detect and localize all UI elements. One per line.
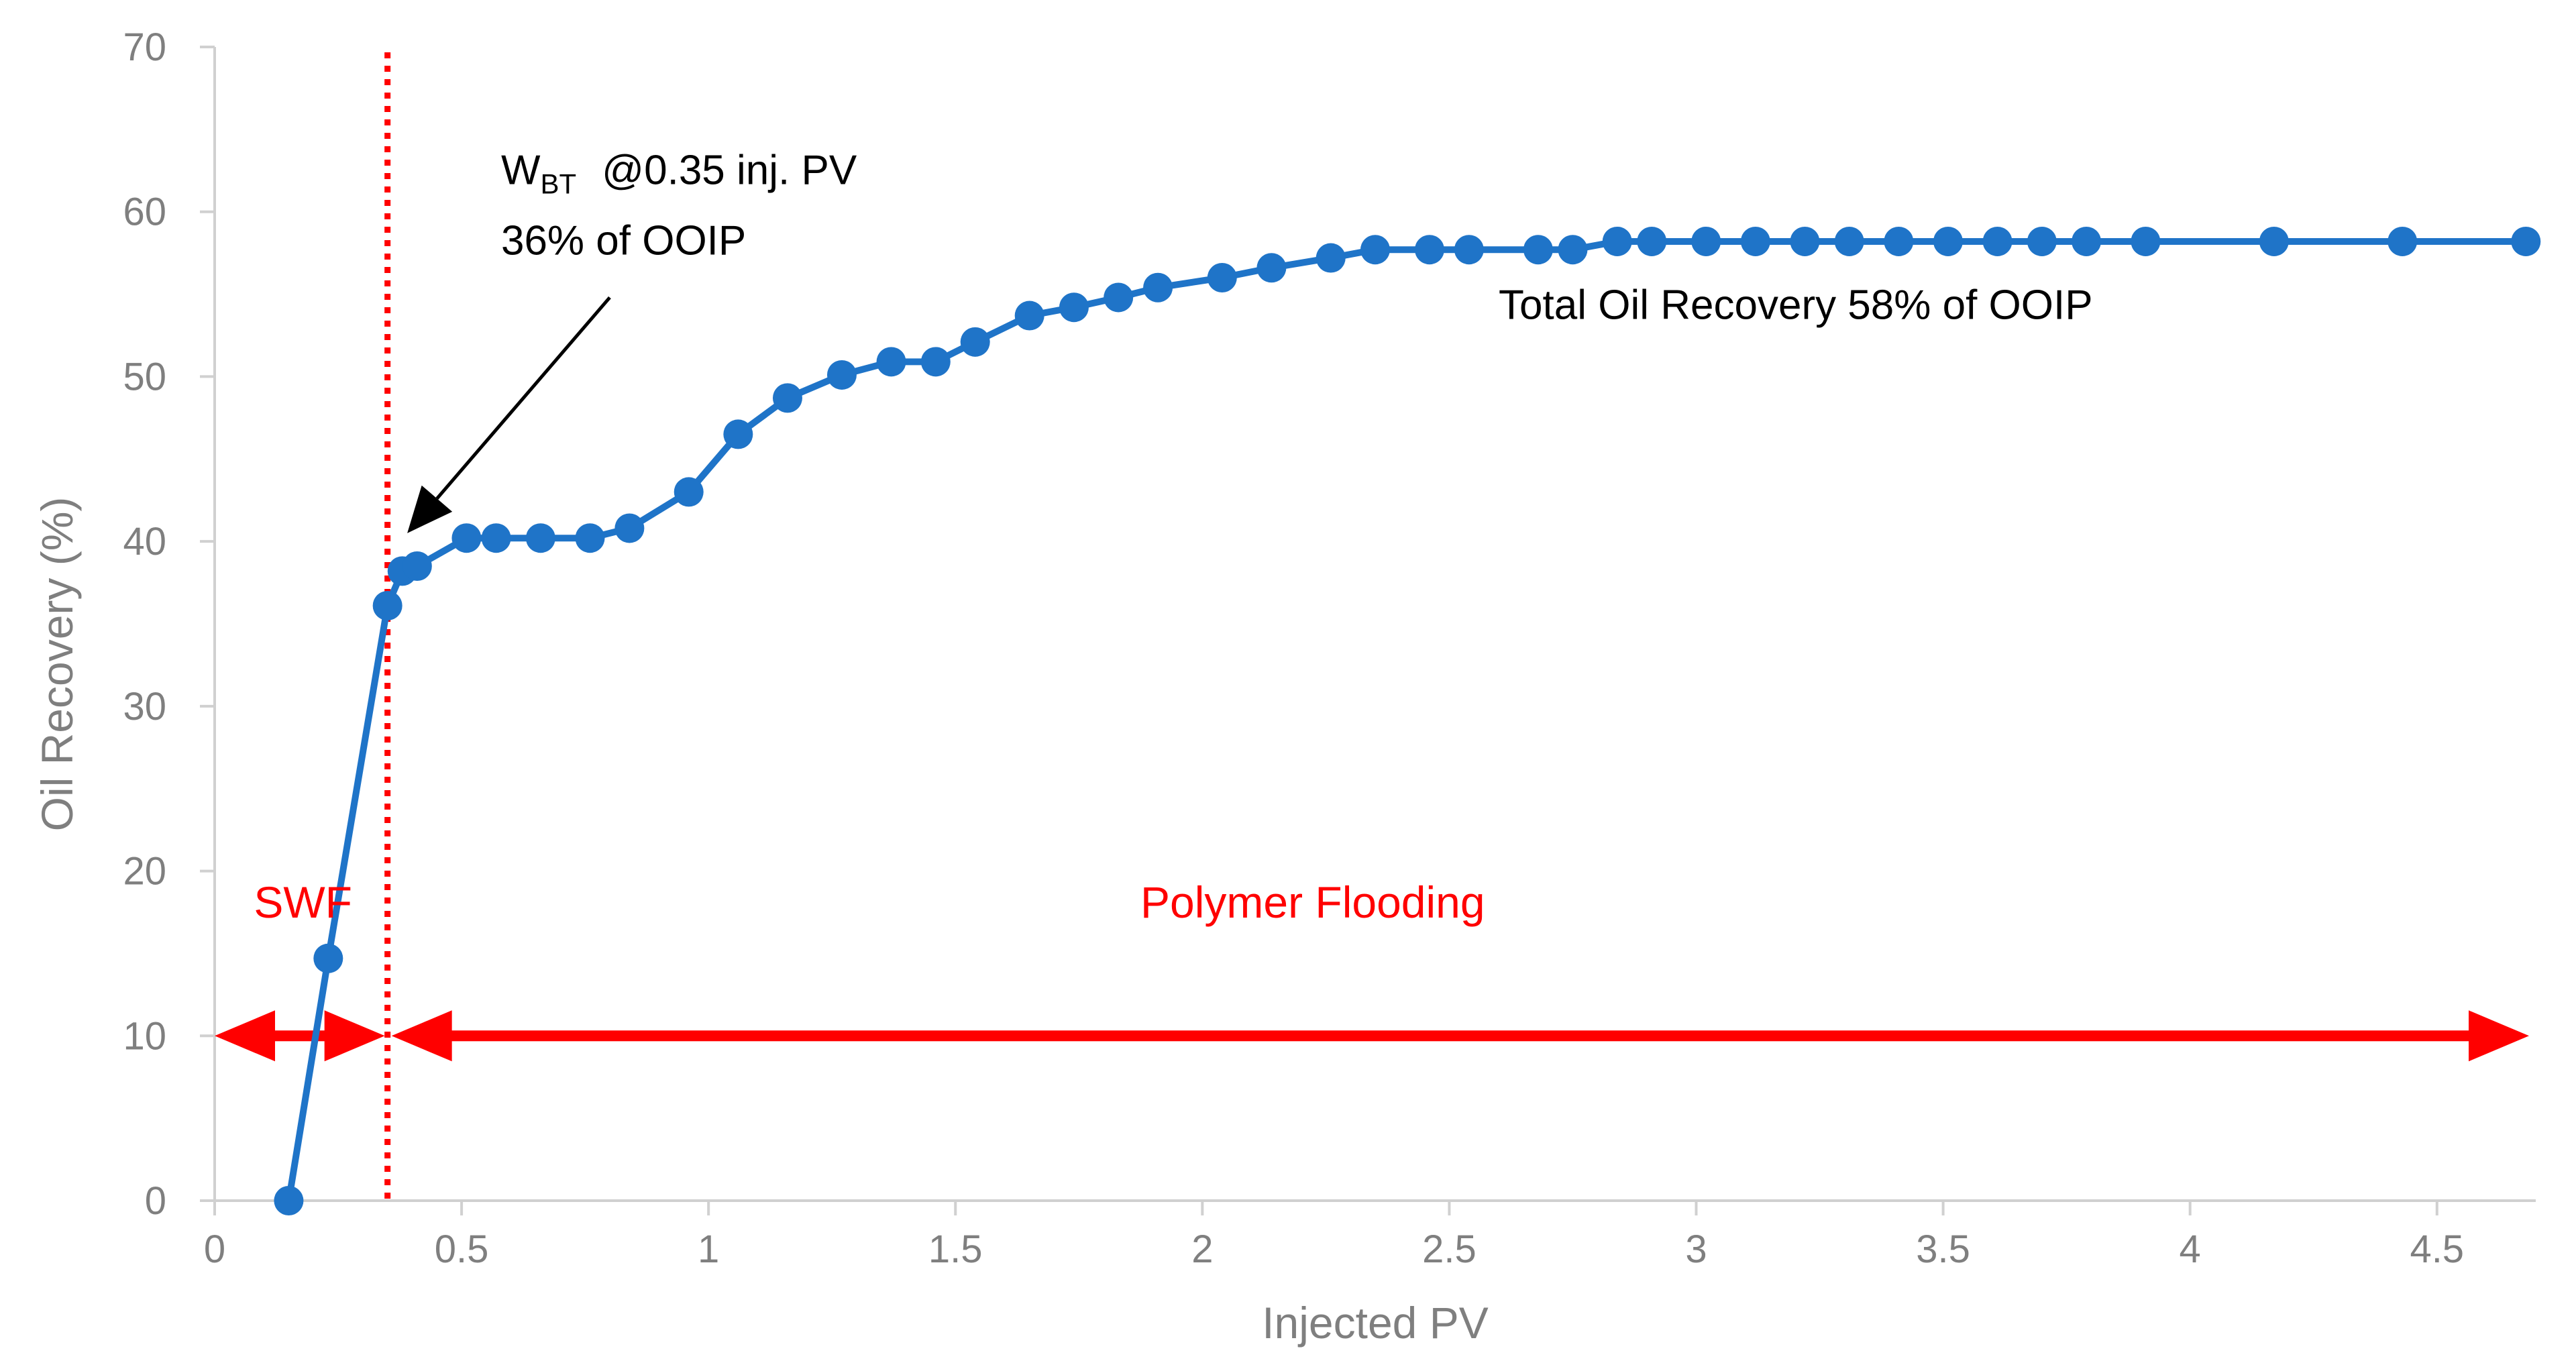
data-point (1523, 235, 1553, 265)
data-point (1740, 226, 1770, 256)
y-tick-label: 40 (123, 520, 166, 563)
wbt-annotation-line2: 36% of OOIP (501, 217, 746, 264)
data-point (674, 477, 704, 507)
y-tick-label: 60 (123, 190, 166, 234)
x-tick-label: 0.5 (435, 1227, 489, 1271)
data-point (402, 551, 432, 581)
data-point (1454, 235, 1484, 265)
data-point (1691, 226, 1721, 256)
y-tick-label: 50 (123, 355, 166, 398)
wbt-arrow-head (407, 485, 453, 533)
data-point (2387, 226, 2418, 256)
wbt-annotation: WBT @0.35 inj. PV (501, 147, 857, 199)
x-tick-label: 1.5 (928, 1227, 983, 1271)
data-point (826, 360, 857, 390)
series-line (285, 237, 2526, 1201)
y-tick-label: 0 (145, 1179, 166, 1223)
data-point (1207, 263, 1237, 292)
x-tick-label: 4 (2180, 1227, 2201, 1271)
data-point (1360, 235, 1390, 265)
polymer-flooding-range-arrow-shaft (449, 1030, 2471, 1042)
x-tick-label: 3.5 (1916, 1227, 1970, 1271)
polymer-flooding-range-arrow (391, 1010, 2529, 1062)
data-point (1602, 226, 1632, 256)
y-tick-label: 20 (123, 850, 166, 893)
data-point (1834, 226, 1864, 256)
y-tick-label: 30 (123, 685, 166, 728)
data-point (372, 590, 402, 620)
x-tick-label: 2 (1191, 1227, 1213, 1271)
data-point (2131, 226, 2161, 256)
wbt-subscript: BT (541, 168, 577, 199)
data-point (2027, 226, 2057, 256)
data-point (1558, 235, 1588, 265)
y-tick-label: 70 (123, 25, 166, 69)
annotations: WBT @0.35 inj. PV 36% of OOIP Total Oil R… (254, 147, 2092, 927)
data-point (1414, 235, 1444, 265)
swf-range-arrow-right-head (324, 1010, 385, 1062)
wbt-rest: @0.35 inj. PV (602, 147, 857, 193)
data-point (920, 347, 951, 377)
data-point (1637, 226, 1667, 256)
wbt-main: W (501, 147, 541, 193)
data-point (1143, 272, 1173, 303)
x-tick-label: 3 (1685, 1227, 1707, 1271)
data-point (525, 523, 555, 553)
series-layer (274, 226, 2541, 1215)
data-point (1316, 243, 1346, 273)
polymer-flooding-label: Polymer Flooding (1140, 877, 1485, 927)
data-point (2072, 226, 2102, 256)
x-tick-label: 1 (698, 1227, 719, 1271)
data-point (876, 347, 906, 377)
data-point (2511, 226, 2541, 256)
data-point (1256, 253, 1287, 283)
data-point (960, 327, 990, 357)
data-point (1059, 292, 1089, 323)
axes: 0 10 20 30 40 50 60 70 0 0.5 1 1.5 2 2.5 3 3.5 4 4.5 (123, 25, 2536, 1271)
y-tick-label: 10 (123, 1014, 166, 1058)
wbt-arrow-line (435, 296, 611, 500)
data-point (723, 419, 753, 449)
data-point (1790, 226, 1820, 256)
data-point (1933, 226, 1963, 256)
data-point (772, 383, 802, 413)
data-point (274, 1186, 304, 1215)
range-arrows (215, 1010, 2529, 1062)
data-point (575, 523, 605, 553)
swf-label: SWF (254, 877, 352, 927)
polymer-flooding-range-arrow-left-head (391, 1010, 452, 1062)
data-point (1014, 301, 1044, 331)
total-recovery-annotation: Total Oil Recovery 58% of OOIP (1499, 282, 2093, 328)
x-tick-label: 4.5 (2410, 1227, 2464, 1271)
data-point (451, 523, 482, 553)
data-point (481, 523, 511, 553)
data-point (2259, 226, 2289, 256)
data-point (313, 943, 343, 973)
data-point (1982, 226, 2012, 256)
polymer-flooding-range-arrow-right-head (2469, 1010, 2529, 1062)
data-point (614, 513, 645, 543)
swf-range-arrow-left-head (215, 1010, 275, 1062)
x-tick-label: 0 (204, 1227, 225, 1271)
x-tick-label: 2.5 (1422, 1227, 1477, 1271)
swf-range-arrow (215, 1010, 385, 1062)
y-axis-title: Oil Recovery (%) (32, 497, 82, 832)
data-point (1884, 226, 1914, 256)
x-axis-title: Injected PV (1262, 1298, 1489, 1348)
data-point (1104, 282, 1134, 313)
